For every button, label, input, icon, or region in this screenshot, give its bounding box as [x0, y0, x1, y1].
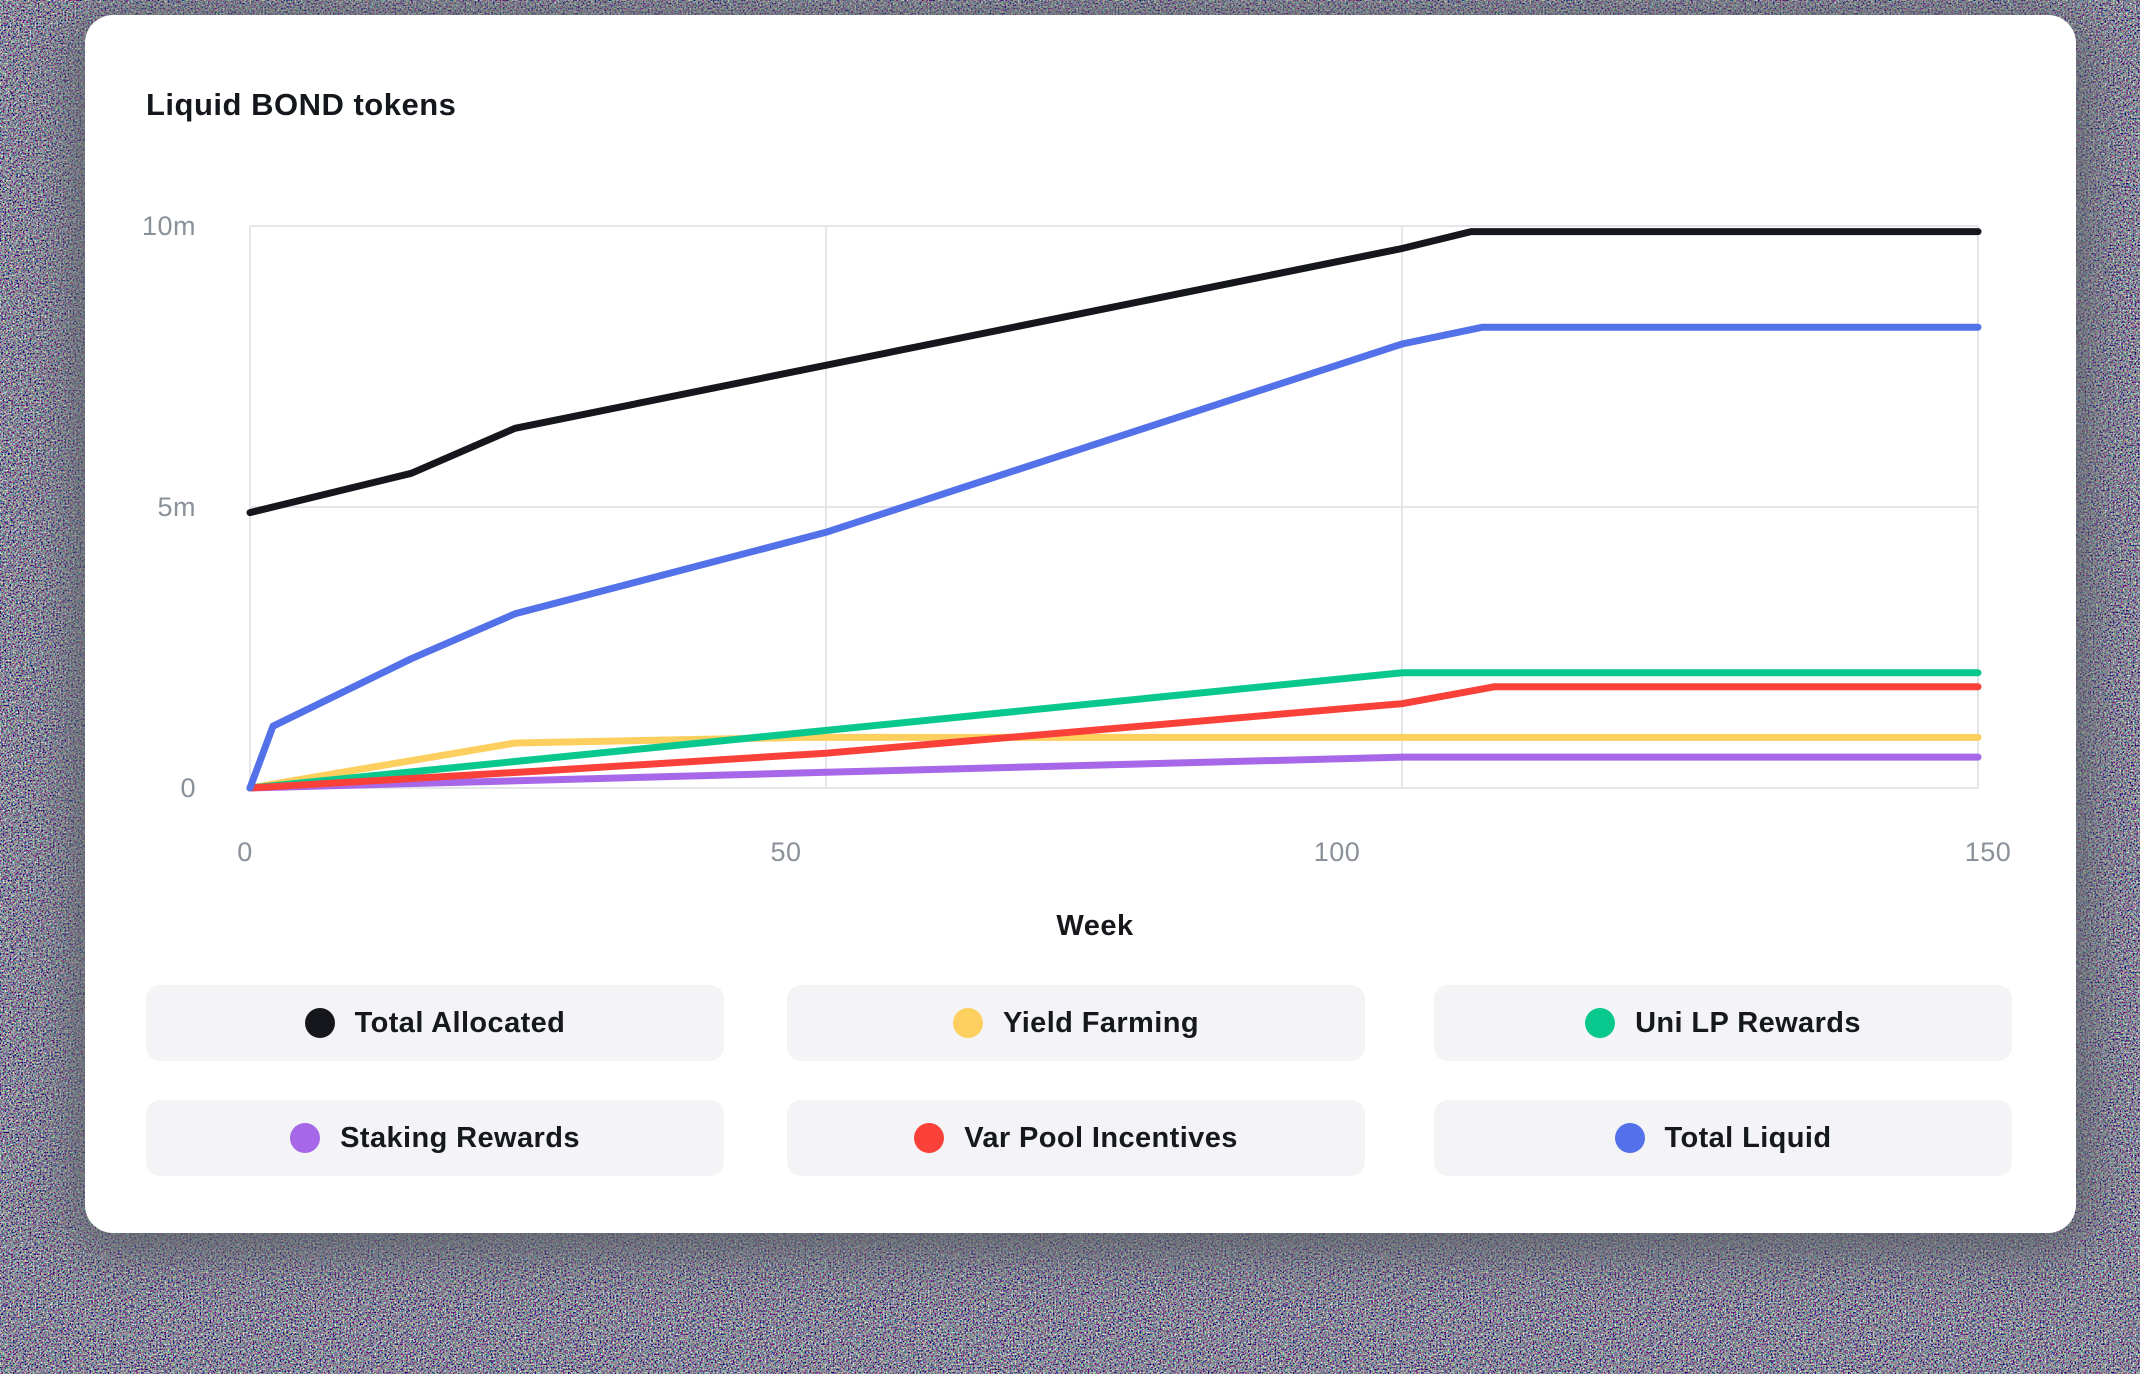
legend-label: Uni LP Rewards — [1635, 1006, 1861, 1039]
series-line-total-liquid — [246, 323, 1982, 792]
series-line-staking-rewards — [246, 753, 1982, 792]
y-tick-5m: 5m — [157, 492, 196, 522]
series-line-yield-farming — [246, 733, 1982, 792]
x-tick-100: 100 — [1313, 837, 1361, 867]
legend-label: Var Pool Incentives — [964, 1121, 1238, 1154]
y-tick-0: 0 — [180, 773, 196, 803]
legend-item-total-allocated[interactable]: Total Allocated — [146, 985, 724, 1061]
x-tick-50: 50 — [770, 837, 802, 867]
plot-area — [246, 225, 1982, 792]
chart-title: Liquid BOND tokens — [146, 87, 457, 122]
legend-item-yield-farming[interactable]: Yield Farming — [787, 985, 1365, 1061]
chart-card: Liquid BOND tokens 10m 5m 0 0 50 100 150… — [85, 15, 2076, 1233]
y-tick-10m: 10m — [141, 211, 196, 241]
x-tick-150: 150 — [1964, 837, 2012, 867]
total-allocated-dot-icon — [304, 1008, 335, 1038]
var-pool-incentives-dot-icon — [914, 1123, 945, 1153]
staking-rewards-dot-icon — [290, 1123, 321, 1153]
series-line-uni-lp-rewards — [246, 669, 1982, 792]
total-liquid-dot-icon — [1614, 1123, 1645, 1153]
series-line-total-allocated — [246, 228, 1982, 517]
series-line-var-pool-incentives — [246, 683, 1982, 792]
legend-item-total-liquid[interactable]: Total Liquid — [1434, 1100, 2012, 1176]
x-tick-0: 0 — [237, 837, 253, 867]
legend-label: Staking Rewards — [340, 1121, 580, 1154]
legend-label: Total Allocated — [354, 1006, 566, 1039]
legend-item-uni-lp-rewards[interactable]: Uni LP Rewards — [1434, 985, 2012, 1061]
legend-item-var-pool-incentives[interactable]: Var Pool Incentives — [787, 1100, 1365, 1176]
yield-farming-dot-icon — [953, 1008, 984, 1038]
legend-label: Yield Farming — [1003, 1006, 1199, 1039]
legend-item-staking-rewards[interactable]: Staking Rewards — [146, 1100, 724, 1176]
uni-lp-rewards-dot-icon — [1585, 1008, 1616, 1038]
x-axis-title: Week — [1056, 910, 1134, 942]
legend-label: Total Liquid — [1664, 1121, 1832, 1154]
